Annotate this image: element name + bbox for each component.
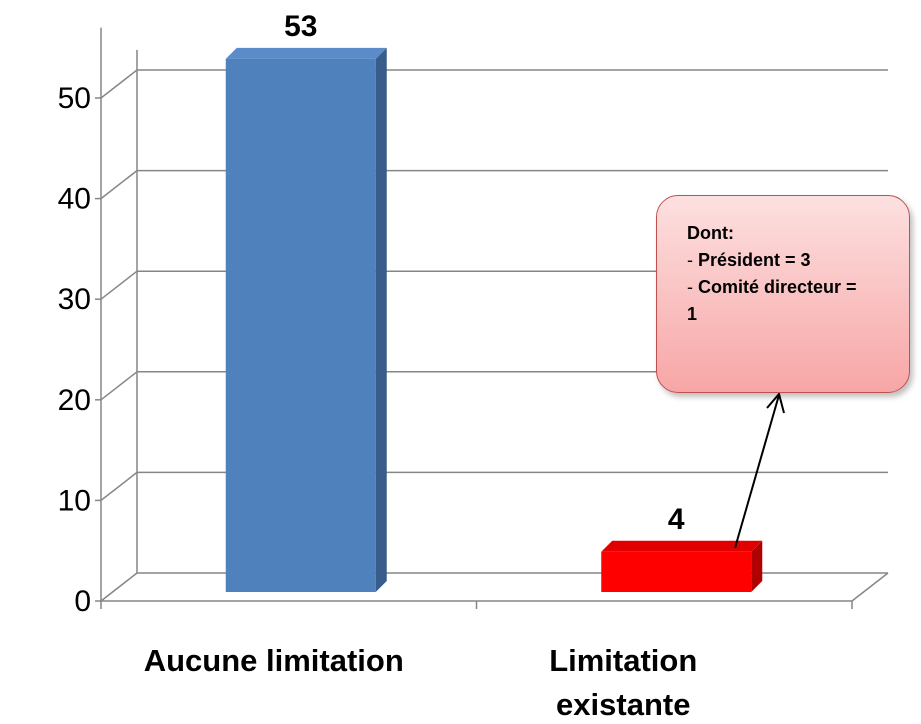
x-category-label: Aucune limitation <box>144 643 404 678</box>
callout-title: Dont: <box>687 220 895 247</box>
callout-arrow <box>735 395 779 548</box>
gridline-side <box>101 271 137 299</box>
y-tick-label: 20 <box>58 384 91 417</box>
callout-item-president: - Président = 3 <box>687 247 895 274</box>
bar-front <box>601 552 751 592</box>
y-tick-label: 10 <box>58 484 91 517</box>
data-label: 53 <box>284 10 317 43</box>
annotation-callout: Dont: - Président = 3 - Comité directeur… <box>656 195 910 393</box>
bar-aucune-limitation <box>226 48 387 592</box>
callout-item-comite: - Comité directeur = 1 <box>687 274 857 328</box>
y-tick-label: 30 <box>58 283 91 316</box>
bar-front <box>226 59 376 592</box>
y-tick-label: 0 <box>74 585 91 618</box>
y-tick-label: 50 <box>58 82 91 115</box>
bar-top <box>601 541 762 552</box>
gridline-side <box>101 472 137 500</box>
y-tick-labels: 0 10 20 30 40 50 <box>58 82 91 618</box>
gridline-side <box>101 372 137 400</box>
bar-limitation-existante <box>601 541 762 592</box>
bar-side <box>376 48 387 592</box>
gridline-side <box>101 171 137 199</box>
y-tick-label: 40 <box>58 183 91 216</box>
bar-top <box>226 48 387 59</box>
x-category-label: Limitation <box>549 643 697 678</box>
gridline-side <box>101 70 137 98</box>
x-category-labels: Aucune limitation Limitation existante <box>144 643 698 722</box>
x-category-label: existante <box>556 687 690 722</box>
floor-right-edge <box>852 573 888 601</box>
gridline-side <box>101 573 137 601</box>
data-label: 4 <box>668 503 685 536</box>
